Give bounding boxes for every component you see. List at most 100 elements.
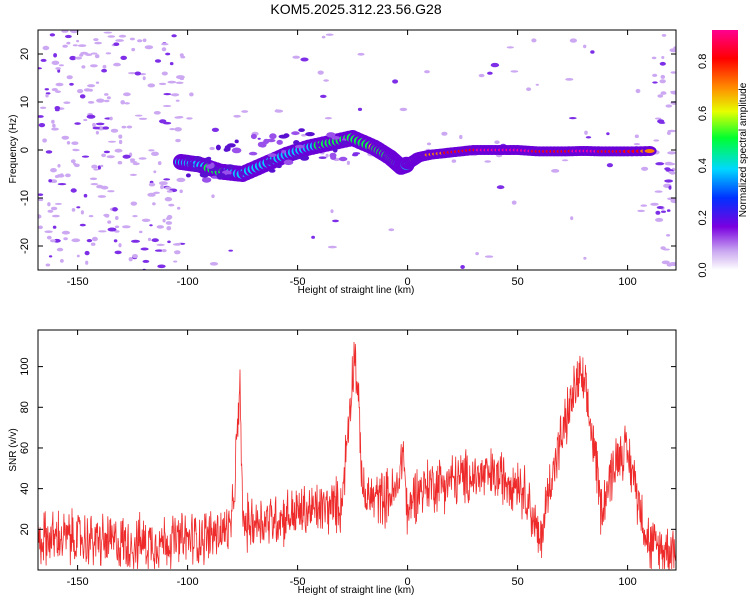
noise-speckle <box>163 93 172 96</box>
noise-speckle <box>311 235 315 239</box>
noise-speckle <box>40 58 47 62</box>
noise-speckle <box>388 228 395 232</box>
noise-speckle <box>129 158 136 162</box>
trace-scatter <box>338 156 348 162</box>
noise-speckle <box>61 30 69 33</box>
noise-speckle <box>90 52 98 55</box>
noise-speckle <box>128 257 133 262</box>
noise-speckle <box>45 150 53 154</box>
noise-speckle <box>90 242 96 246</box>
noise-speckle <box>228 249 233 252</box>
noise-speckle <box>300 57 309 62</box>
noise-speckle <box>104 93 109 96</box>
noise-speckle <box>89 177 98 181</box>
noise-speckle <box>142 259 150 263</box>
noise-speckle <box>167 80 177 84</box>
noise-speckle <box>88 215 94 218</box>
trace-scatter <box>206 164 214 169</box>
noise-speckle <box>91 164 98 169</box>
trace-scatter <box>305 132 315 137</box>
noise-speckle <box>169 62 174 66</box>
noise-speckle <box>561 159 569 162</box>
trace-scatter <box>264 139 270 143</box>
y-tick-label: -10 <box>19 190 31 206</box>
noise-speckle <box>115 39 124 42</box>
noise-speckle <box>590 50 595 54</box>
trace-scatter <box>215 144 221 151</box>
noise-speckle <box>113 239 118 243</box>
noise-speckle <box>90 183 99 186</box>
noise-speckle <box>154 59 162 63</box>
noise-speckle <box>667 131 671 136</box>
noise-speckle <box>152 202 156 206</box>
trace-scatter <box>268 168 276 173</box>
noise-speckle <box>148 182 156 187</box>
noise-speckle <box>44 230 53 233</box>
noise-speckle <box>153 111 161 115</box>
noise-speckle <box>38 214 42 219</box>
noise-speckle <box>154 249 164 252</box>
x-tick-label: -100 <box>177 576 199 588</box>
noise-speckle <box>55 67 61 70</box>
noise-speckle <box>129 37 135 41</box>
noise-speckle <box>50 168 57 173</box>
noise-speckle <box>52 225 57 229</box>
x-tick-label: -50 <box>290 276 306 288</box>
noise-speckle <box>61 135 70 140</box>
noise-speckle <box>484 255 494 258</box>
noise-speckle <box>661 210 666 213</box>
noise-speckle <box>318 156 327 159</box>
noise-speckle <box>177 116 184 119</box>
noise-speckle <box>177 206 181 210</box>
x-tick-label: 50 <box>511 276 523 288</box>
noise-speckle <box>100 164 104 168</box>
noise-speckle <box>129 173 137 176</box>
noise-speckle <box>179 189 183 194</box>
noise-speckle <box>90 64 98 68</box>
noise-speckle <box>114 148 123 153</box>
noise-speckle <box>570 216 574 221</box>
noise-speckle <box>174 127 182 132</box>
noise-speckle <box>652 73 658 77</box>
chart-title: KOM5.2025.312.23.56.G28 <box>270 1 441 17</box>
noise-speckle <box>122 154 131 159</box>
noise-speckle <box>325 153 329 158</box>
trace-scatter <box>326 132 336 138</box>
noise-speckle <box>97 165 101 170</box>
noise-speckle <box>165 221 173 225</box>
noise-speckle <box>641 166 649 171</box>
noise-speckle <box>292 55 301 59</box>
noise-speckle <box>98 230 107 233</box>
noise-speckle <box>189 92 194 97</box>
noise-speckle <box>120 100 125 105</box>
noise-speckle <box>113 42 120 46</box>
x-tick-label: 100 <box>618 576 636 588</box>
noise-speckle <box>76 39 80 43</box>
noise-speckle <box>176 75 185 80</box>
noise-speckle <box>70 159 76 164</box>
noise-speckle <box>80 51 89 55</box>
noise-speckle <box>57 183 67 186</box>
noise-speckle <box>661 260 670 265</box>
noise-speckle <box>91 236 98 242</box>
noise-speckle <box>130 201 138 206</box>
noise-speckle <box>50 206 58 211</box>
trace-scatter <box>293 140 300 146</box>
noise-speckle <box>132 215 138 218</box>
noise-speckle <box>494 140 500 144</box>
noise-speckle <box>66 75 73 80</box>
noise-speckle <box>661 34 667 37</box>
trace-scatter <box>298 128 305 133</box>
noise-speckle <box>93 168 99 171</box>
noise-speckle <box>76 254 80 258</box>
noise-speckle <box>330 209 334 214</box>
noise-speckle <box>57 164 61 168</box>
noise-speckle <box>147 192 156 197</box>
noise-speckle <box>652 81 658 84</box>
noise-speckle <box>655 217 664 222</box>
noise-speckle <box>654 190 663 193</box>
noise-speckle <box>83 118 88 122</box>
trace-scatter <box>225 174 233 179</box>
snr-y-axis-label: SNR (v/v) <box>8 428 19 471</box>
noise-speckle <box>653 139 660 142</box>
